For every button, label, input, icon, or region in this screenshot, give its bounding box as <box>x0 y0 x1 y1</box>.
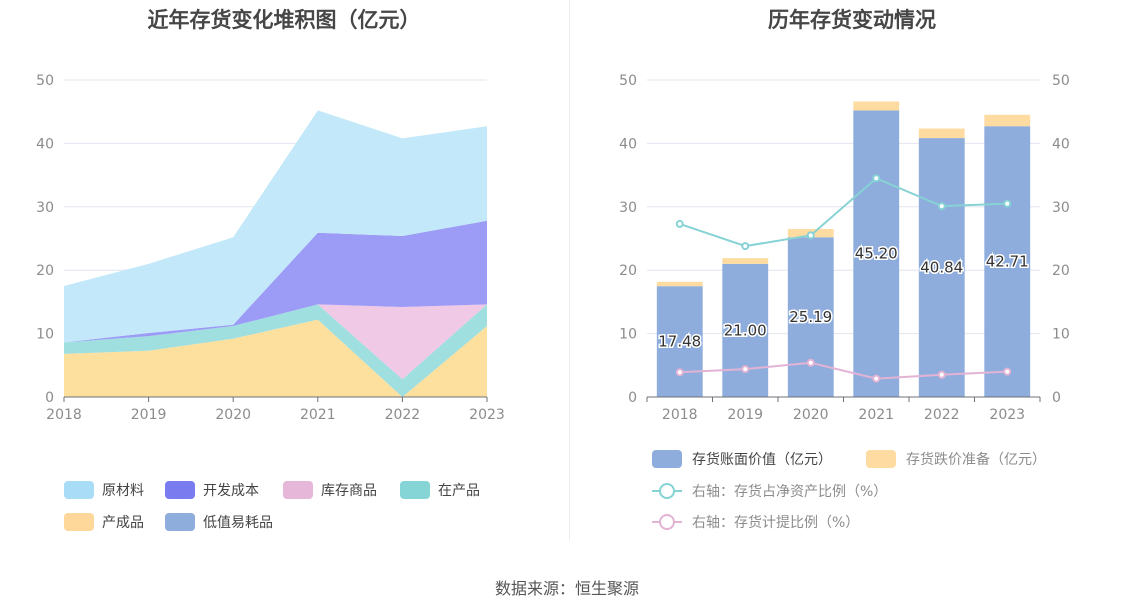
bar-value-label: 45.20 <box>855 245 898 263</box>
left-x-tick-label: 2020 <box>215 407 251 423</box>
line-series-右轴：存货计提比例（%） <box>679 361 1008 380</box>
right-right-y-tick-label: 30 <box>1052 200 1070 216</box>
left-legend-swatch <box>283 481 313 499</box>
right-left-y-tick-label: 50 <box>619 73 637 89</box>
right-left-y-tick-label: 0 <box>628 390 637 406</box>
bar-存货跌价准备（亿元） <box>853 101 900 111</box>
area-series-原材料 <box>64 110 487 343</box>
right-x-tick-label: 2020 <box>793 407 829 423</box>
bar-存货账面价值（亿元） <box>918 138 965 397</box>
bar-value-label: 40.84 <box>920 259 963 277</box>
left-legend-swatch <box>64 481 94 499</box>
bar-value-label: 25.19 <box>789 308 832 326</box>
bar-存货跌价准备（亿元） <box>984 114 1031 127</box>
right-legend-label: 右轴：存货占净资产比例（%） <box>692 483 887 500</box>
right-x-tick-label: 2019 <box>727 407 763 423</box>
area-series-库存商品 <box>64 304 487 380</box>
right-legend-label: 存货跌价准备（亿元） <box>906 451 1046 468</box>
bar-存货账面价值（亿元） <box>656 286 703 397</box>
line-series-右轴：存货占净资产比例（%） <box>679 177 1008 248</box>
line-point <box>675 368 684 377</box>
bar-存货账面价值（亿元） <box>722 263 769 397</box>
right-x-tick-label: 2023 <box>989 407 1025 423</box>
right-left-y-tick-label: 30 <box>619 200 637 216</box>
right-right-y-tick-label: 0 <box>1052 390 1061 406</box>
line-point <box>872 374 881 383</box>
bar-存货账面价值（亿元） <box>853 110 900 397</box>
line-point <box>806 358 815 367</box>
bar-value-label: 42.71 <box>986 253 1029 271</box>
left-legend-swatch <box>165 513 195 531</box>
left-y-tick-label: 40 <box>36 136 54 152</box>
bar-存货账面价值（亿元） <box>787 237 834 397</box>
left-legend-label: 在产品 <box>438 483 480 499</box>
left-x-tick-label: 2018 <box>46 407 82 423</box>
line-point <box>937 202 946 211</box>
left-x-tick-label: 2019 <box>131 407 167 423</box>
area-series-产成品 <box>64 319 487 397</box>
right-legend-swatch <box>652 450 682 468</box>
right-left-y-tick-label: 20 <box>619 263 637 279</box>
left-y-tick-label: 10 <box>36 327 54 343</box>
right-left-y-tick-label: 10 <box>619 327 637 343</box>
right-x-tick-label: 2022 <box>924 407 960 423</box>
area-series-在产品 <box>64 304 487 397</box>
left-legend-label: 原材料 <box>102 483 144 499</box>
left-y-tick-label: 50 <box>36 73 54 89</box>
left-legend-label: 开发成本 <box>203 483 259 499</box>
bar-存货跌价准备（亿元） <box>656 281 703 287</box>
left-y-tick-label: 0 <box>45 390 54 406</box>
right-legend-swatch <box>866 450 896 468</box>
left-legend-label: 产成品 <box>102 515 144 531</box>
right-legend-label: 右轴：存货计提比例（%） <box>692 514 859 531</box>
right-right-y-tick-label: 10 <box>1052 327 1070 343</box>
left-x-tick-label: 2022 <box>385 407 421 423</box>
chart-divider <box>569 0 570 540</box>
left-legend-swatch <box>64 513 94 531</box>
data-source-note: 数据来源：恒生聚源 <box>494 579 639 598</box>
left-legend-label: 低值易耗品 <box>203 515 273 531</box>
line-point <box>1003 367 1012 376</box>
right-legend-marker <box>659 514 675 530</box>
line-point <box>806 231 815 240</box>
line-point <box>741 365 750 374</box>
right-x-tick-label: 2018 <box>662 407 698 423</box>
line-point <box>741 242 750 251</box>
left-legend-swatch <box>165 481 195 499</box>
left-x-tick-label: 2023 <box>469 407 505 423</box>
bar-存货跌价准备（亿元） <box>918 128 965 139</box>
right-chart-title: 历年存货变动情况 <box>768 8 936 32</box>
bar-value-label: 17.48 <box>658 333 701 351</box>
left-y-tick-label: 20 <box>36 263 54 279</box>
bar-存货跌价准备（亿元） <box>722 258 769 264</box>
line-point <box>937 370 946 379</box>
right-right-y-tick-label: 20 <box>1052 263 1070 279</box>
left-y-tick-label: 30 <box>36 200 54 216</box>
right-left-y-tick-label: 40 <box>619 136 637 152</box>
right-right-y-tick-label: 50 <box>1052 73 1070 89</box>
left-legend-swatch <box>400 481 430 499</box>
right-legend-label: 存货账面价值（亿元） <box>692 451 832 468</box>
right-legend-marker <box>659 483 675 499</box>
bar-存货账面价值（亿元） <box>984 126 1031 397</box>
left-x-tick-label: 2021 <box>300 407 336 423</box>
bar-value-label: 21.00 <box>724 321 767 339</box>
right-right-y-tick-label: 40 <box>1052 136 1070 152</box>
line-point <box>1003 199 1012 208</box>
line-point <box>872 174 881 183</box>
line-point <box>675 219 684 228</box>
right-x-tick-label: 2021 <box>858 407 894 423</box>
left-legend-label: 库存商品 <box>321 483 377 499</box>
left-chart-title: 近年存货变化堆积图（亿元） <box>147 8 421 32</box>
area-series-开发成本 <box>64 220 487 343</box>
